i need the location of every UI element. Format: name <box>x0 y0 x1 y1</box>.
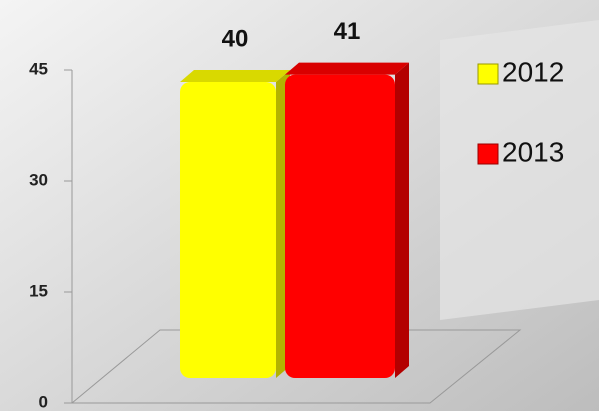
y-tick-label: 0 <box>39 392 48 411</box>
bar-face <box>285 74 395 378</box>
value-label: 40 <box>222 25 249 52</box>
legend-swatch <box>477 63 499 85</box>
bar-face <box>180 70 290 82</box>
y-tick-label: 45 <box>29 59 48 78</box>
bar-face <box>395 62 409 378</box>
bar-face <box>180 82 276 378</box>
bar-face <box>285 62 409 75</box>
bar <box>180 70 290 378</box>
decor <box>440 20 599 320</box>
legend-label: 2012 <box>502 56 564 87</box>
legend-swatch <box>477 143 499 165</box>
bar <box>285 62 409 378</box>
y-tick-label: 30 <box>29 170 48 189</box>
y-tick-label: 15 <box>29 281 48 300</box>
value-label: 41 <box>334 18 361 45</box>
floor <box>70 329 522 404</box>
legend-label: 2013 <box>502 136 564 167</box>
